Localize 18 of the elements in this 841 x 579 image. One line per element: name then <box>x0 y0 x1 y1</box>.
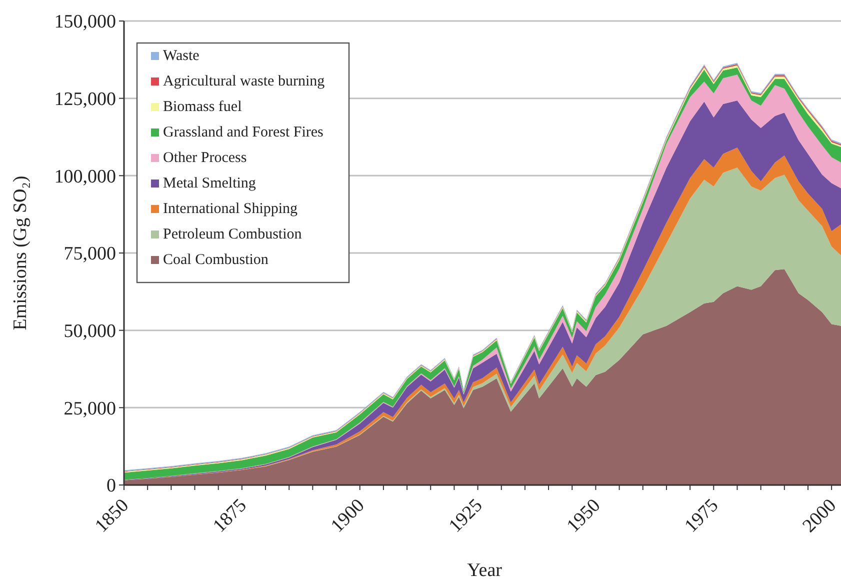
legend-label: International Shipping <box>163 201 298 217</box>
y-tick-label: 150,000 <box>54 12 116 33</box>
y-tick-label: 75,000 <box>64 244 116 265</box>
x-axis-title: Year <box>466 560 503 579</box>
legend-label: Coal Combustion <box>163 252 269 268</box>
y-axis-title: Emissions (Gg SO₂) <box>10 176 31 330</box>
y-tick-label: 100,000 <box>54 166 116 188</box>
legend-label: Grassland and Forest Fires <box>163 124 324 140</box>
y-tick-label: 50,000 <box>64 320 116 342</box>
y-tick-label: 125,000 <box>54 88 116 110</box>
legend-label: Waste <box>163 48 200 64</box>
legend-label: Biomass fuel <box>163 99 242 115</box>
legend-label: Agricultural waste burning <box>163 74 326 90</box>
y-tick-label: 0 <box>106 476 116 497</box>
y-tick-label: 25,000 <box>64 398 116 420</box>
legend-label: Petroleum Combustion <box>163 226 302 242</box>
legend-label: Metal Smelting <box>163 176 256 192</box>
legend-label: Other Process <box>163 150 247 166</box>
